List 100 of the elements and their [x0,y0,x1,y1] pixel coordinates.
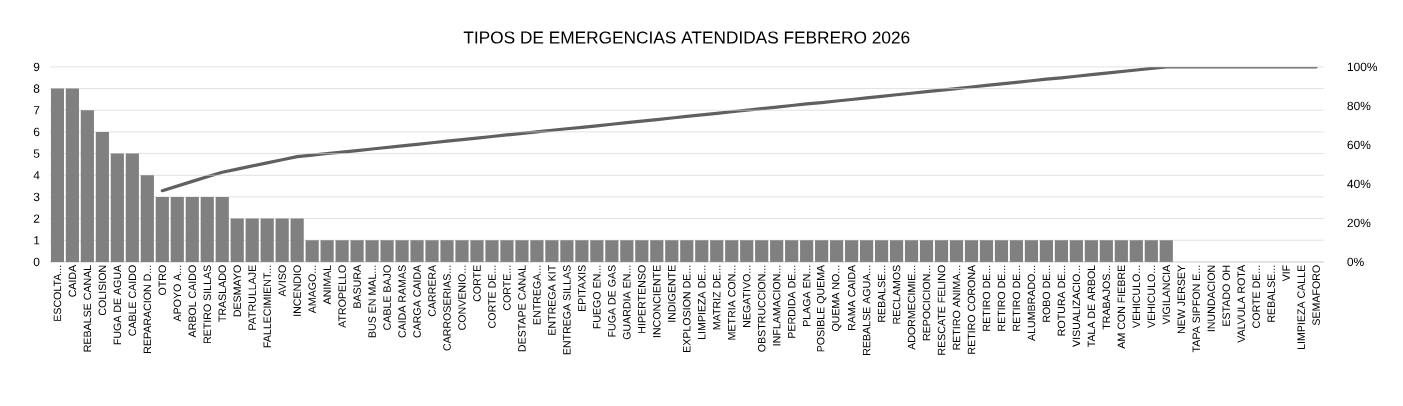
bar [605,240,619,262]
y-tick-label: 4 [33,171,40,180]
x-tick-label: NEW JERSEY [1177,265,1186,334]
bar [125,153,139,262]
bar [1144,240,1158,262]
bar [949,240,964,262]
y2-tick-label: 20% [1347,218,1371,228]
x-tick-label: ATROPELLO [338,265,346,328]
bar [1054,240,1068,262]
bar [830,240,844,262]
x-tick-label: FUGA DE AGUA [113,264,122,345]
x-tick-label: CABLE CAIDO [128,265,137,336]
x-tick-label: TAPA SIPFON E... [1192,265,1201,353]
bar [845,240,859,262]
x-tick-label: CORTE DE... [488,265,496,328]
x-tick-label: LIMPIEZA CALLE [1297,265,1305,350]
y-tick-label: 3 [33,192,40,202]
bar [95,131,109,262]
bar [185,196,199,262]
bar [979,240,994,262]
x-tick-label: RETIRO DE... [982,265,991,331]
x-tick-label: ESTADO OH [1222,265,1230,326]
x-tick-label: FUGA DE GAS [608,265,616,337]
x-tick-label: CONVENIO... [458,265,466,330]
x-tick-label: CORTE DE... [1252,265,1260,328]
x-tick-label: LIMPIEZA DE... [698,265,706,339]
bar [110,153,124,262]
bar [934,240,949,262]
bar [1099,240,1113,262]
bar [200,196,214,262]
x-tick-label: OTRO [158,265,167,296]
x-tick-label: EXPLOSION DE... [683,265,691,352]
x-tick-label: RECLAMOS [892,265,901,324]
x-tick-label: DESTAPE CANAL [518,265,526,352]
bar [725,240,739,262]
x-tick-label: ALUMBRADO... [1027,265,1036,342]
chart-title: TIPOS DE EMERGENCIAS ATENDIDAS FEBRERO 2026 [463,31,910,44]
x-tick-label: RETIRO SILLAS [203,265,212,344]
bar [335,240,349,262]
bar [665,240,679,262]
y2-tick-label: 100% [1347,62,1378,72]
x-tick-label: RETIRO DE... [1012,265,1021,331]
bar [964,240,979,262]
x-tick-label: CAIDA RAMAS [398,265,406,338]
bar [1114,240,1128,262]
x-tick-label: PATRULLAJE [248,265,256,330]
x-tick-label: VIGILANCIA [1162,264,1171,325]
bar [620,240,634,262]
bar [1129,240,1143,262]
bar [215,196,229,262]
bar [815,240,829,262]
bar [800,240,814,262]
x-tick-label: CORTE [473,265,481,302]
x-tick-label: VEHICULO... [1132,265,1141,329]
x-tick-label: ENTREGA KIT [548,265,556,335]
bar [1069,240,1083,262]
y-tick-label: 1 [34,236,40,245]
x-tick-label: RETIRO DE... [997,265,1006,331]
bar [575,240,589,262]
x-tick-label: COLISION [98,265,107,316]
x-tick-label: REBALSE... [1267,265,1275,322]
x-tick-label: CARRERA [428,264,436,317]
x-tick-label: GUARDIA EN... [623,265,631,340]
x-tick-label: VISUALIZACIO... [1072,265,1081,347]
bar [50,88,64,262]
bar [904,240,919,262]
bar [80,110,94,262]
x-tick-label: RAMA CAIDA [847,264,856,331]
bar [889,240,904,262]
x-tick-label: EPITAXIS [578,265,586,312]
y2-tick-label: 60% [1347,140,1371,150]
bar [320,240,334,262]
x-tick-label: VALVULA ROTA [1237,264,1245,343]
x-tick-label: REBALSE AGUA... [862,265,871,355]
x-tick-label: ROTURA DE... [1057,265,1066,336]
x-tick-label: FALLECIMIENT... [263,265,271,348]
x-tick-label: CORTE... [503,265,511,311]
bar [650,240,664,262]
bar [919,240,934,262]
x-tick-label: MATRIZ DE... [713,265,721,330]
x-tick-label: REPARACION D... [143,265,152,353]
y-tick-label: 2 [33,214,40,223]
x-tick-label: ENTREGA... [533,265,541,325]
x-tick-label: CAIDA [68,264,77,297]
x-tick-label: INDIGENTE [668,265,676,322]
bar [65,88,79,262]
bar [695,240,709,262]
y2-tick-label: 0% [1347,257,1364,267]
bar [230,218,244,262]
x-tick-label: INFLAMACION... [772,265,781,346]
bar [1039,240,1053,262]
x-tick-label: NEGATIVO... [742,265,751,327]
bar [635,240,649,262]
bar [994,240,1009,262]
x-tick-label: TALA DE ARBOL [1087,265,1096,348]
x-tick-label: INUNDACION [1207,265,1216,332]
y-tick-label: 6 [33,127,40,137]
x-tick-label: REBALSE... [877,265,886,322]
y2-tick-label: 40% [1347,179,1371,189]
bar [1009,240,1024,262]
